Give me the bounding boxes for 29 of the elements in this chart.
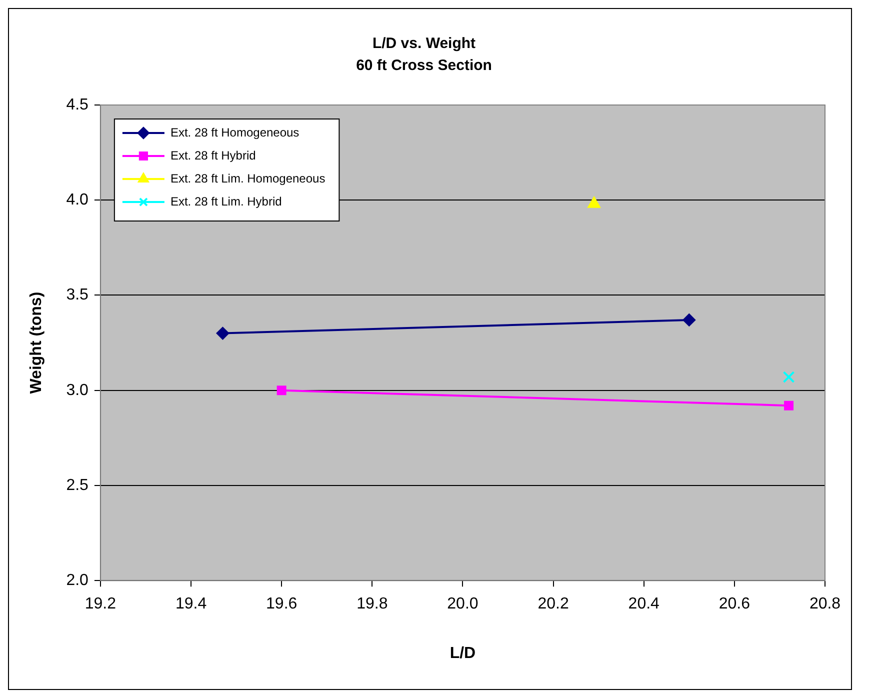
y-tick-label: 2.0 [66, 572, 89, 590]
x-tick-label: 19.6 [266, 596, 298, 613]
point [276, 386, 286, 396]
chart-subtitle: 60 ft Cross Section [356, 57, 492, 74]
y-tick-label: 4.5 [66, 96, 89, 114]
x-tick-label: 19.4 [175, 596, 207, 613]
y-tick-label: 3.5 [66, 286, 89, 304]
x-tick-label: 20.4 [628, 596, 660, 613]
x-axis-title: L/D [450, 644, 476, 662]
point [587, 196, 601, 208]
legend-label: Ext. 28 ft Homogeneous [170, 125, 300, 140]
x-tick-label: 20.0 [447, 596, 478, 613]
x-tick-label: 20.6 [718, 596, 750, 613]
point [682, 313, 696, 326]
x-tick-label: 19.2 [84, 596, 116, 613]
legend-label: Ext. 28 ft Lim. Homogeneous [170, 171, 326, 186]
y-tick-label: 2.5 [66, 476, 89, 494]
legend-label: Ext. 28 ft Hybrid [170, 148, 256, 162]
y-axis-title: Weight (tons) [28, 292, 46, 394]
legend-label: Ext. 28 ft Lim. Hybrid [170, 194, 282, 208]
y-tick-label: 3.0 [66, 382, 89, 399]
point [784, 400, 794, 410]
point [216, 326, 230, 340]
x-tick-label: 20.2 [538, 596, 569, 613]
point [782, 371, 795, 383]
x-tick-label: 20.8 [809, 596, 841, 613]
chart-title: L/D vs. Weight [372, 35, 476, 52]
x-tick-label: 19.8 [356, 596, 388, 613]
y-tick-label: 4.0 [66, 192, 89, 209]
